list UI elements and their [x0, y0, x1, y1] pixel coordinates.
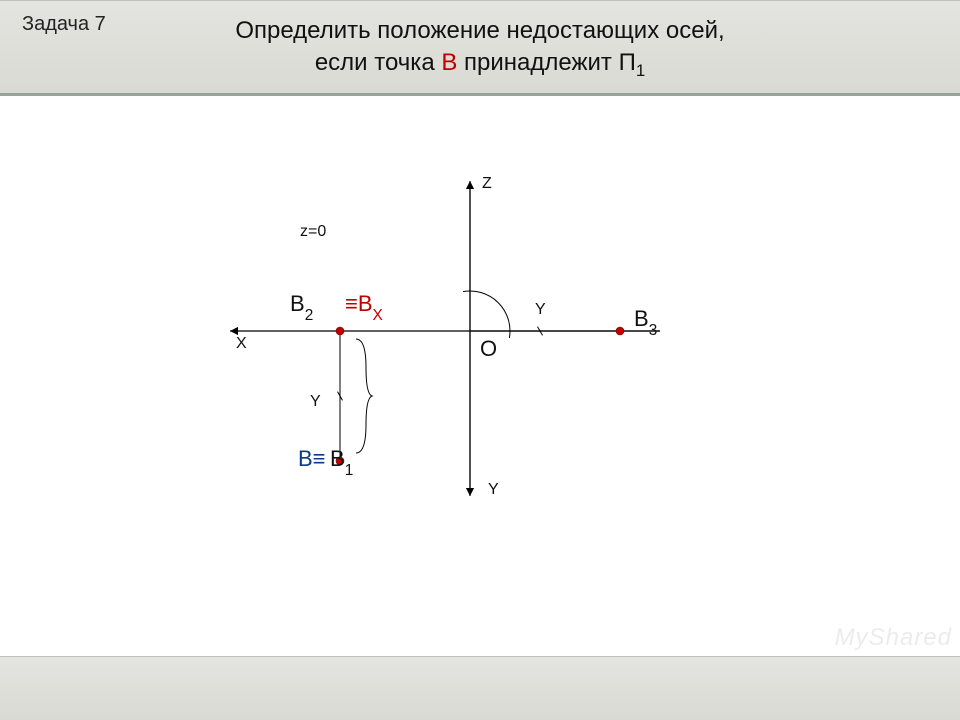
title-line2: если точка В принадлежит П1 [0, 47, 960, 87]
task-title: Определить положение недостающих осей, е… [0, 15, 960, 87]
svg-text:z=0: z=0 [300, 223, 326, 240]
svg-text:Z: Z [482, 175, 492, 192]
svg-text:Y: Y [310, 393, 321, 410]
svg-text:≡ВX: ≡ВX [345, 291, 383, 324]
svg-text:В3: В3 [634, 306, 657, 339]
svg-text:X: X [236, 335, 247, 352]
svg-text:О: О [480, 336, 497, 361]
svg-text:В2: В2 [290, 291, 313, 324]
title-line1: Определить положение недостающих осей, [235, 17, 724, 44]
footer-bar [0, 656, 960, 720]
svg-text:В1: В1 [330, 446, 353, 479]
svg-text:Y: Y [488, 481, 499, 498]
title-accent: В [441, 49, 457, 76]
diagram-svg: Z X Y Y Y Оz=0 В2 ≡ВX В3 В1В≡ [0, 96, 960, 656]
header-bar: Задача 7 Определить положение недостающи… [0, 0, 960, 96]
svg-text:Y: Y [535, 301, 546, 318]
diagram-canvas: Z X Y Y Y Оz=0 В2 ≡ВX В3 В1В≡ MyShared [0, 96, 960, 656]
watermark: MyShared [835, 624, 952, 652]
svg-text:В≡: В≡ [298, 446, 326, 471]
